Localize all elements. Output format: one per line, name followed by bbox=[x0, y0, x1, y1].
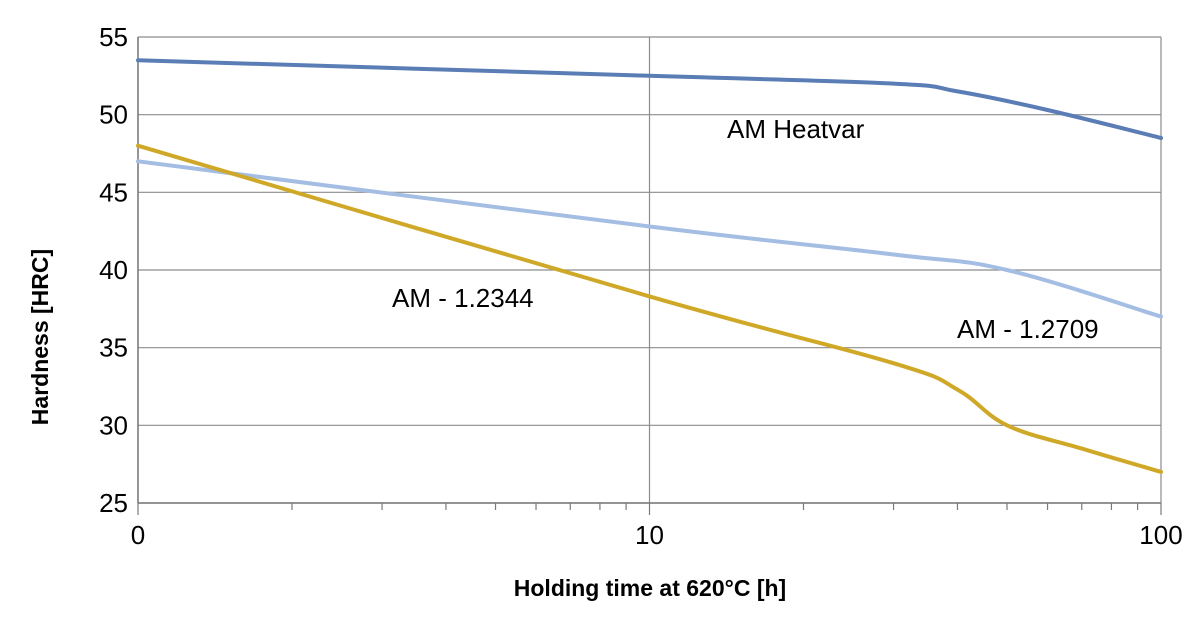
series-label-2: AM - 1.2344 bbox=[392, 283, 534, 313]
series-layer bbox=[136, 58, 1163, 474]
series-label-1: AM - 1.2709 bbox=[957, 314, 1099, 344]
y-tick-label: 25 bbox=[99, 488, 128, 518]
x-tick-label: 10 bbox=[635, 520, 664, 550]
y-tick-label: 35 bbox=[99, 333, 128, 363]
series-label-0: AM Heatvar bbox=[727, 114, 865, 144]
y-axis-title: Hardness [HRC] bbox=[27, 249, 53, 425]
x-axis-title: Holding time at 620°C [h] bbox=[514, 575, 786, 601]
y-tick-label: 30 bbox=[99, 410, 128, 440]
axis-layer bbox=[137, 37, 1162, 515]
y-tick-label: 45 bbox=[99, 177, 128, 207]
x-tick-label: 0 bbox=[131, 520, 145, 550]
y-tick-label: 50 bbox=[99, 100, 128, 130]
series-line-1 bbox=[136, 159, 1163, 319]
label-layer: 25 30 35 40 45 50 55 0 10 100 AM Heatvar AM - 1.270… bbox=[99, 22, 1183, 550]
series-line-0 bbox=[136, 58, 1163, 140]
y-tick-label: 55 bbox=[99, 22, 128, 52]
series-line-2 bbox=[136, 143, 1163, 474]
grid-layer bbox=[137, 36, 1162, 504]
x-tick-label: 100 bbox=[1139, 520, 1182, 550]
y-tick-label: 40 bbox=[99, 255, 128, 285]
